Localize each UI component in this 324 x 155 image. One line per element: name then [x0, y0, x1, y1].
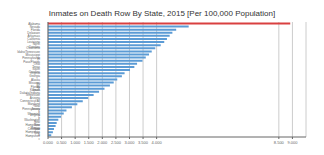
svg-text:2.500: 2.500 — [111, 140, 122, 145]
svg-text:8.500: 8.500 — [274, 140, 285, 145]
svg-text:2.000: 2.000 — [97, 140, 108, 145]
svg-text:3.000: 3.000 — [124, 140, 135, 145]
svg-text:1.500: 1.500 — [84, 140, 95, 145]
svg-text:4.000: 4.000 — [152, 140, 163, 145]
svg-text:1.000: 1.000 — [70, 140, 81, 145]
svg-text:NewHampshirec: NewHampshirec — [25, 131, 40, 141]
svg-text:3.500: 3.500 — [138, 140, 149, 145]
svg-text:0.500: 0.500 — [57, 140, 68, 145]
svg-text:0.000: 0.000 — [43, 140, 54, 145]
svg-text:9.000: 9.000 — [287, 140, 298, 145]
